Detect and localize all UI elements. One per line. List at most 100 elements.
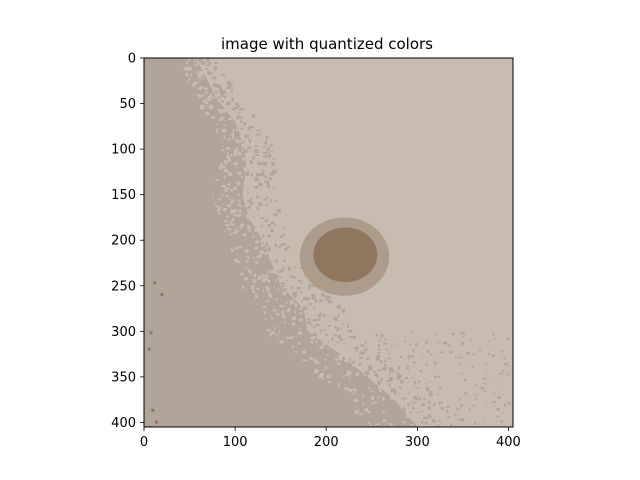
- image-speckle: [390, 345, 393, 347]
- image-speckle: [388, 383, 392, 387]
- image-speckle: [260, 173, 263, 176]
- image-speckle: [376, 392, 379, 395]
- image-speckle: [450, 423, 453, 427]
- image-speckle: [349, 389, 352, 393]
- image-speckle: [469, 338, 473, 341]
- image-speckle: [267, 291, 270, 295]
- image-speckle: [283, 259, 286, 262]
- image-speckle: [233, 209, 236, 213]
- image-speckle: [261, 224, 264, 228]
- image-speckle: [408, 343, 411, 346]
- image-speckle: [207, 95, 211, 99]
- image-speckle: [244, 139, 246, 142]
- image-speckle: [254, 186, 258, 189]
- x-tick-label: 300: [405, 435, 430, 450]
- image-speckle: [328, 300, 333, 304]
- image-speckle: [369, 424, 373, 426]
- image-speckle: [258, 203, 263, 206]
- image-speckle: [279, 269, 281, 272]
- image-speckle: [326, 354, 329, 356]
- image-speckle: [269, 199, 272, 204]
- image-speckle: [438, 401, 441, 405]
- image-speckle: [414, 381, 417, 385]
- image-speckle: [276, 334, 279, 336]
- image-speckle: [399, 356, 403, 359]
- image-speckle: [272, 187, 275, 190]
- image-speckle: [485, 372, 487, 375]
- image-speckle: [421, 420, 424, 424]
- image-speckle: [272, 163, 276, 166]
- image-speckle: [214, 203, 217, 206]
- image-speckle: [252, 215, 255, 219]
- image-speckle: [375, 401, 377, 404]
- image-speckle: [192, 84, 196, 87]
- image-speckle: [249, 139, 252, 143]
- image-speckle: [228, 117, 232, 121]
- image-speckle: [215, 179, 219, 182]
- image-speckle: [258, 201, 261, 204]
- image-speckle: [389, 399, 392, 402]
- image-speckle: [199, 58, 201, 60]
- image-speckle: [441, 401, 443, 404]
- image-speckle: [249, 125, 251, 129]
- image-speckle: [243, 277, 248, 281]
- image-speckle: [243, 167, 247, 172]
- image-speckle: [340, 338, 343, 342]
- image-speckle: [428, 390, 432, 393]
- image-speckle: [326, 374, 331, 378]
- image-speckle: [265, 300, 270, 303]
- image-speckle: [226, 155, 231, 159]
- image-speckle: [212, 76, 216, 80]
- y-tick-label: 300: [111, 325, 136, 340]
- y-tick-label: 350: [111, 370, 136, 385]
- image-speckle: [190, 73, 192, 77]
- image-speckle: [461, 341, 465, 345]
- image-speckle: [407, 402, 410, 407]
- image-fleck: [151, 408, 155, 412]
- x-tick-label: 0: [140, 435, 148, 450]
- image-speckle: [352, 335, 357, 340]
- image-speckle: [498, 396, 501, 399]
- image-speckle: [291, 275, 296, 279]
- image-speckle: [264, 318, 268, 320]
- image-speckle: [221, 90, 226, 92]
- image-speckle: [260, 216, 264, 220]
- image-speckle: [351, 360, 355, 363]
- image-speckle: [280, 269, 285, 272]
- image-speckle: [464, 378, 467, 381]
- image-speckle: [325, 297, 330, 301]
- image-speckle: [251, 285, 255, 290]
- image-speckle: [339, 307, 342, 310]
- image-speckle: [255, 261, 258, 265]
- image-speckle: [202, 70, 204, 74]
- image-speckle: [358, 356, 364, 359]
- image-speckle: [279, 340, 284, 344]
- image-speckle: [405, 415, 410, 419]
- image-speckle: [381, 334, 384, 337]
- image-speckle: [280, 235, 284, 238]
- image-speckle: [251, 114, 256, 118]
- image-speckle: [284, 317, 286, 320]
- image-speckle: [400, 382, 404, 384]
- image-speckle: [318, 374, 323, 378]
- image-speckle: [457, 418, 460, 421]
- image-speckle: [377, 386, 380, 389]
- image-speckle: [322, 377, 325, 379]
- image-speckle: [454, 413, 457, 416]
- image-speckle: [216, 128, 218, 131]
- image-speckle: [207, 71, 211, 76]
- image-speckle: [466, 351, 470, 355]
- image-speckle: [425, 387, 430, 391]
- image-speckle: [231, 132, 235, 136]
- image-speckle: [425, 340, 428, 344]
- image-speckle: [269, 172, 274, 176]
- image-speckle: [224, 189, 228, 192]
- image-speckle: [463, 333, 465, 337]
- image-speckle: [196, 81, 198, 85]
- image-speckle: [474, 383, 477, 386]
- image-speckle: [313, 326, 316, 328]
- image-speckle: [482, 417, 485, 419]
- image-speckle: [377, 383, 381, 386]
- image-speckle: [507, 402, 511, 405]
- image-speckle: [285, 302, 289, 304]
